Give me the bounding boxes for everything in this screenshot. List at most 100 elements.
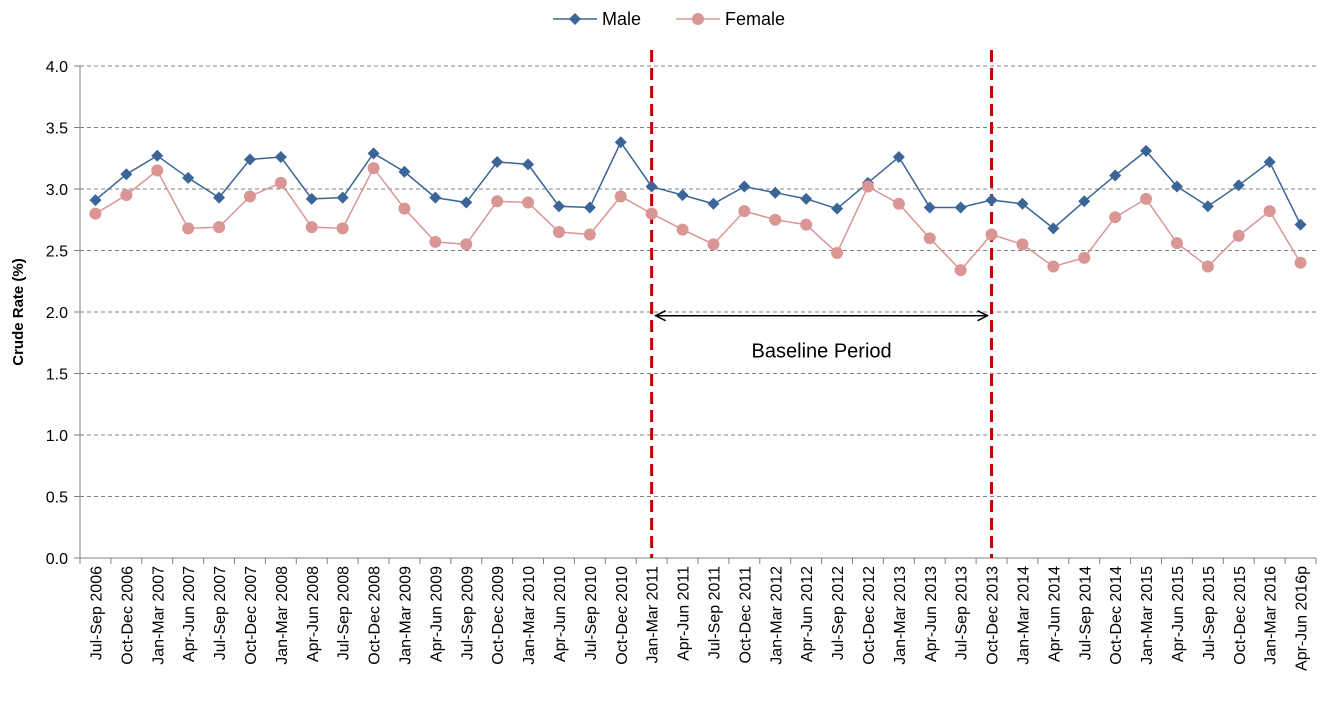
male-point (89, 194, 102, 207)
x-tick-label: Jul-Sep 2014 (1077, 566, 1094, 660)
male-point (151, 149, 164, 162)
x-tick-label: Oct-Dec 2009 (490, 566, 507, 665)
male-point (460, 196, 473, 209)
male-point (769, 186, 782, 199)
male-point (120, 168, 133, 181)
male-point (1263, 155, 1276, 168)
female-point (151, 164, 164, 177)
female-point (861, 180, 874, 193)
female-point (831, 246, 844, 259)
male-point (738, 180, 751, 193)
male-point (645, 180, 658, 193)
baseline-period-label: Baseline Period (752, 341, 892, 363)
female-point (923, 232, 936, 245)
male-line (94, 140, 1302, 230)
y-tick-label: 4.0 (46, 59, 68, 76)
male-point (491, 155, 504, 168)
x-tick-label: Jan-Mar 2008 (274, 566, 291, 665)
x-tick-label: Jan-Mar 2011 (645, 566, 662, 664)
male-point (243, 153, 256, 166)
data-series (89, 136, 1307, 277)
x-tick-label: Jan-Mar 2016 (1263, 566, 1280, 665)
female-point (800, 218, 813, 231)
female-point (213, 221, 226, 234)
female-point (1109, 211, 1122, 224)
female-point (676, 223, 689, 236)
grid-lines (80, 65, 1316, 497)
x-tick-label: Oct-Dec 2007 (243, 566, 260, 665)
male-point (1140, 144, 1153, 157)
x-tick-label: Jul-Sep 2012 (830, 566, 847, 660)
baseline-boundary-lines (650, 50, 994, 558)
female-point (738, 205, 751, 218)
female-point (645, 207, 658, 220)
female-point (336, 222, 349, 235)
series-male (89, 136, 1307, 235)
x-tick-label: Apr-Jun 2014 (1046, 566, 1063, 662)
x-tick-label: Oct-Dec 2011 (737, 566, 754, 664)
y-tick-labels: 0.0 0.5 1.0 1.5 2.0 2.5 3.0 3.5 4.0 (46, 59, 68, 568)
x-tick-label: Oct-Dec 2013 (985, 566, 1002, 665)
x-tick-label: Apr-Jun 2007 (181, 566, 198, 662)
female-point (460, 238, 473, 251)
y-tick-label: 0.5 (46, 490, 68, 507)
female-point (707, 238, 720, 251)
female-point (491, 195, 504, 208)
female-point (120, 189, 133, 202)
male-point (800, 192, 813, 205)
female-point (274, 176, 287, 189)
y-tick-label: 1.5 (46, 367, 68, 384)
x-tick-label: Jul-Sep 2010 (583, 566, 600, 660)
baseline-annotation: Baseline Period (656, 316, 988, 363)
male-point (336, 191, 349, 204)
legend-male-marker (569, 13, 581, 25)
female-point (182, 222, 195, 235)
x-tick-label: Apr-Jun 2016p (1294, 566, 1311, 671)
male-point (923, 201, 936, 214)
female-point (614, 190, 627, 203)
female-point (583, 228, 596, 241)
x-tick-label: Apr-Jun 2008 (305, 566, 322, 662)
female-point (243, 190, 256, 203)
male-point (367, 147, 380, 160)
male-point (522, 158, 535, 171)
female-point (769, 213, 782, 226)
female-point (954, 264, 967, 277)
female-point (89, 207, 102, 220)
female-point (1078, 251, 1091, 264)
female-point (1140, 192, 1153, 205)
female-line (95, 166, 1302, 272)
female-point (398, 202, 411, 215)
male-point (1078, 195, 1091, 208)
legend-female-marker (692, 13, 704, 25)
series-female (89, 162, 1307, 277)
male-point (583, 201, 596, 214)
male-point (676, 189, 689, 202)
male-point (1109, 169, 1122, 182)
x-tick-label: Apr-Jun 2013 (923, 566, 940, 662)
x-tick-labels: Jul-Sep 2006 Oct-Dec 2006 Jan-Mar 2007 Apr-… (88, 566, 1310, 671)
x-tick-label: Oct-Dec 2008 (367, 566, 384, 665)
x-tick-label: Jul-Sep 2009 (459, 566, 476, 660)
x-tick-label: Jan-Mar 2007 (150, 566, 167, 665)
x-tick-label: Apr-Jun 2015 (1170, 566, 1187, 662)
legend-male-label: Male (602, 9, 641, 29)
male-point (1232, 179, 1245, 192)
x-tick-label: Jul-Sep 2011 (706, 566, 723, 659)
male-point (274, 151, 287, 164)
legend: Male Female (553, 9, 785, 29)
male-point (1170, 180, 1183, 193)
y-tick-label: 3.5 (46, 121, 68, 138)
x-tick-label: Apr-Jun 2010 (552, 566, 569, 662)
x-tick-label: Jan-Mar 2013 (892, 566, 909, 665)
axes (74, 65, 1317, 564)
x-tick-label: Jul-Sep 2015 (1201, 566, 1218, 660)
y-tick-label: 2.0 (46, 305, 68, 322)
y-tick-label: 0.0 (46, 551, 68, 568)
x-tick-label: Jan-Mar 2012 (768, 566, 785, 665)
male-point (1047, 222, 1060, 235)
male-point (182, 171, 195, 184)
y-axis-label: Crude Rate (%) (10, 258, 27, 366)
